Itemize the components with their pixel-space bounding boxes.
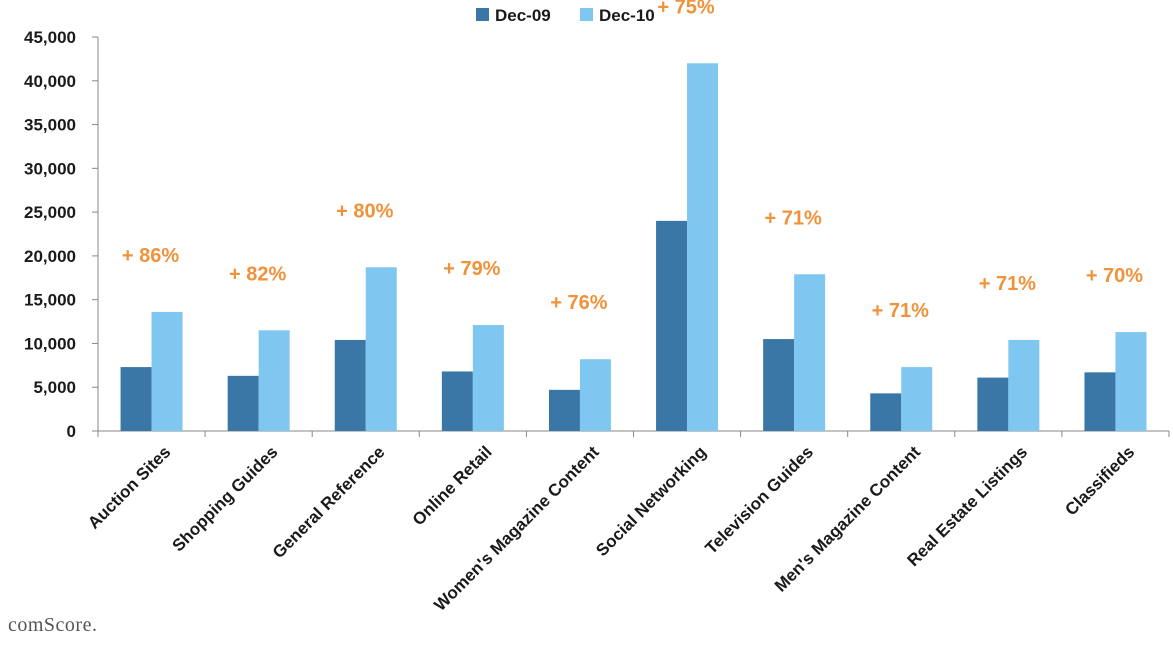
x-category-label: Auction Sites — [84, 442, 174, 532]
bar-dec-09 — [120, 367, 152, 431]
growth-label: + 76% — [550, 292, 607, 314]
bar-dec-09 — [656, 220, 688, 431]
legend-label: Dec-10 — [599, 6, 655, 25]
x-category-label: Classifieds — [1061, 442, 1138, 519]
growth-label: + 86% — [122, 245, 179, 267]
bar-dec-10 — [151, 311, 183, 431]
bar-dec-10 — [687, 63, 719, 432]
bar-dec-10 — [472, 325, 504, 431]
x-category-label: Social Networking — [592, 442, 710, 560]
legend-swatch — [580, 8, 593, 21]
y-tick-label: 30,000 — [24, 159, 76, 178]
bar-dec-09 — [977, 377, 1009, 431]
bar-dec-10 — [901, 367, 933, 431]
annotations: + 86% + 82% + 80% + 79% + 76% + 75% + 71% + 71%… — [122, 0, 1143, 322]
growth-label: + 75% — [657, 0, 714, 18]
y-tick-label: 10,000 — [24, 334, 76, 353]
y-axis: 0 5,000 10,000 15,000 20,000 25,000 30,000 35,0… — [24, 28, 99, 441]
bar-dec-10 — [258, 330, 290, 431]
bar-dec-10 — [579, 359, 611, 431]
bar-dec-10 — [794, 274, 826, 431]
growth-label: + 82% — [229, 263, 286, 285]
bar-dec-10 — [1008, 339, 1040, 431]
growth-label: + 79% — [443, 258, 500, 280]
bar-dec-09 — [1084, 372, 1116, 431]
growth-label: + 70% — [1086, 265, 1143, 287]
growth-label: + 80% — [336, 200, 393, 222]
bar-dec-10 — [365, 267, 397, 431]
bar-dec-09 — [870, 393, 902, 431]
x-category-label: Television Guides — [702, 442, 817, 557]
bar-dec-09 — [334, 339, 366, 431]
y-tick-label: 45,000 — [24, 28, 76, 47]
y-tick-label: 0 — [67, 422, 76, 441]
bar-dec-09 — [227, 375, 259, 431]
x-category-label: General Reference — [269, 442, 389, 562]
legend-label: Dec-09 — [495, 6, 551, 25]
y-tick-label: 20,000 — [24, 247, 76, 266]
legend-swatch — [476, 8, 489, 21]
bar-dec-09 — [548, 389, 580, 431]
x-category-label: Real Estate Listings — [904, 442, 1032, 570]
x-category-label: Shopping Guides — [169, 442, 282, 555]
growth-label: + 71% — [872, 300, 929, 322]
growth-label: + 71% — [979, 273, 1036, 295]
bar-dec-09 — [763, 339, 795, 431]
y-tick-label: 15,000 — [24, 291, 76, 310]
legend: Dec-09 Dec-10 — [476, 6, 655, 25]
x-category-label: Online Retail — [409, 442, 496, 529]
y-tick-label: 5,000 — [33, 378, 76, 397]
bar-dec-09 — [441, 371, 473, 431]
y-tick-label: 40,000 — [24, 72, 76, 91]
y-tick-label: 35,000 — [24, 116, 76, 135]
growth-label: + 71% — [765, 207, 822, 229]
bars — [120, 63, 1147, 432]
comscore-logo: comScore. — [8, 614, 98, 636]
y-tick-label: 25,000 — [24, 203, 76, 222]
bar-dec-10 — [1115, 332, 1147, 431]
